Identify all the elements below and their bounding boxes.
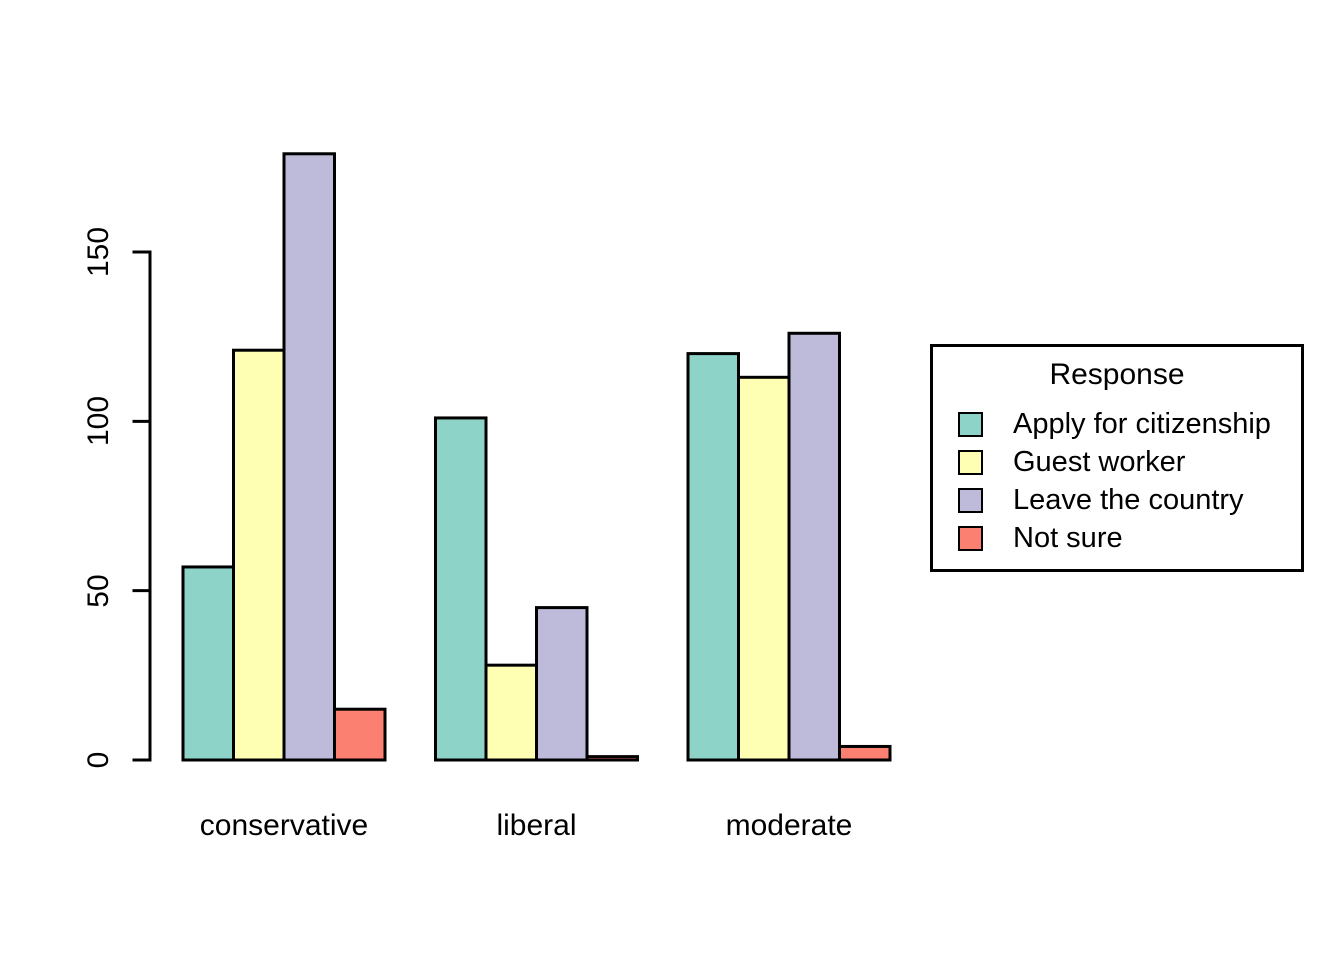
legend-item-leave-the-country: Leave the country xyxy=(933,481,1301,519)
legend-item-label: Not sure xyxy=(1013,521,1123,554)
legend-items: Apply for citizenship Guest worker Leave t… xyxy=(933,405,1301,557)
legend-swatch-leave-the-country xyxy=(958,487,983,513)
bar-conservative-guest-worker xyxy=(232,348,286,762)
legend-item-label: Leave the country xyxy=(1013,483,1244,516)
y-tick-label: 0 xyxy=(82,751,115,769)
legend-box: Response Apply for citizenship Guest work… xyxy=(930,344,1304,572)
bar-liberal-not-sure xyxy=(585,755,639,762)
legend-item-guest-worker: Guest worker xyxy=(933,443,1301,481)
bar-conservative-apply-for-citizenship xyxy=(181,565,235,762)
legend-swatch-guest-worker xyxy=(958,449,983,475)
bar-liberal-leave-the-country xyxy=(535,606,589,762)
bar-moderate-apply-for-citizenship xyxy=(686,352,740,762)
legend-item-label: Apply for citizenship xyxy=(1013,407,1271,440)
legend-title: Response xyxy=(1049,358,1185,391)
bar-moderate-leave-the-country xyxy=(787,331,841,762)
y-tick-label: 150 xyxy=(82,226,115,278)
x-category-label-conservative: conservative xyxy=(199,809,369,842)
legend-item-apply-for-citizenship: Apply for citizenship xyxy=(933,405,1301,443)
x-category-label-liberal: liberal xyxy=(496,809,577,842)
x-category-label-moderate: moderate xyxy=(725,809,853,842)
legend-item-label: Guest worker xyxy=(1013,445,1186,478)
bar-moderate-not-sure xyxy=(838,744,892,762)
bar-moderate-guest-worker xyxy=(737,375,791,762)
y-tick-label: 50 xyxy=(82,573,115,608)
bar-conservative-not-sure xyxy=(333,707,387,762)
bar-liberal-apply-for-citizenship xyxy=(434,416,488,762)
y-tick-label: 100 xyxy=(82,396,115,447)
legend-item-not-sure: Not sure xyxy=(933,519,1301,557)
bar-conservative-leave-the-country xyxy=(282,152,336,762)
legend-swatch-not-sure xyxy=(958,525,983,551)
bar-liberal-guest-worker xyxy=(484,663,538,762)
legend-swatch-apply-for-citizenship xyxy=(958,411,983,437)
